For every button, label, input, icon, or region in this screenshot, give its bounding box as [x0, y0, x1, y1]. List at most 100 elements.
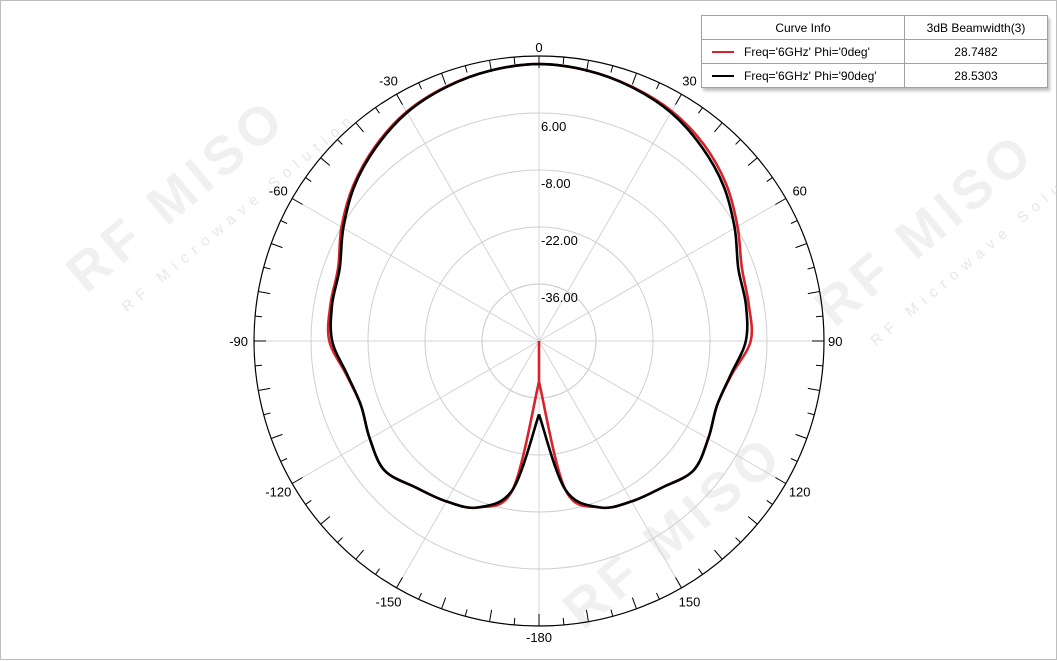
angle-tick: [562, 617, 565, 625]
angle-tick: [513, 617, 516, 625]
grid-spoke: [538, 198, 787, 342]
legend-value: 28.5303: [904, 63, 1048, 88]
angle-tick: [441, 597, 447, 609]
angle-tick: [714, 122, 723, 133]
angle-tick: [766, 500, 773, 505]
angle-tick: [255, 364, 263, 367]
radial-label: -36.00: [541, 290, 578, 305]
angle-tick: [337, 537, 343, 543]
radial-label: -8.00: [541, 176, 571, 191]
grid-spoke: [538, 340, 787, 484]
angle-tick: [698, 568, 703, 575]
legend-label: Freq='6GHz' Phi='0deg': [744, 44, 870, 59]
angle-tick: [775, 477, 787, 484]
angle-tick: [263, 266, 271, 270]
angle-tick: [610, 65, 614, 73]
legend-row[interactable]: Freq='6GHz' Phi='0deg' 28.7482: [701, 39, 1048, 64]
angle-tick: [775, 198, 787, 205]
radial-label: -22.00: [541, 233, 578, 248]
angle-tick: [320, 516, 331, 525]
angle-tick: [355, 549, 364, 560]
angle-tick: [562, 57, 565, 65]
angle-label: 90: [828, 334, 842, 349]
angle-label: -150: [375, 595, 401, 610]
polar-grid: [253, 55, 825, 627]
angle-tick: [610, 609, 614, 617]
angle-tick: [320, 157, 331, 166]
legend-row[interactable]: Freq='6GHz' Phi='90deg' 28.5303: [701, 63, 1048, 88]
angle-tick: [291, 198, 303, 205]
grid-spoke: [396, 93, 540, 342]
legend-header-beamwidth: 3dB Beamwidth(3): [904, 15, 1048, 40]
grid-spoke: [396, 340, 540, 589]
angle-tick: [656, 82, 660, 90]
angle-tick: [656, 592, 660, 600]
angle-tick: [464, 609, 468, 617]
angle-tick: [271, 243, 283, 249]
trace-phi-90: [329, 62, 749, 510]
legend-swatch-red: [712, 51, 734, 54]
legend-label: Freq='6GHz' Phi='90deg': [744, 68, 877, 83]
polar-ticks: [254, 56, 824, 626]
angle-tick: [258, 387, 271, 391]
angle-tick: [396, 93, 403, 105]
angle-label: 30: [682, 73, 696, 88]
angle-tick: [337, 139, 343, 145]
angle-label: -30: [379, 73, 398, 88]
grid-spoke: [291, 198, 540, 342]
angle-label: 150: [679, 595, 701, 610]
angle-tick: [418, 82, 422, 90]
grid-ring: [310, 112, 768, 570]
angle-tick: [698, 107, 703, 114]
angle-tick: [675, 93, 682, 105]
angle-tick: [790, 220, 798, 224]
legend-value: 28.7482: [904, 39, 1048, 64]
grid-spoke: [538, 340, 682, 589]
angle-tick: [631, 73, 637, 85]
radial-label: 6.00: [541, 119, 566, 134]
polar-traces: [326, 62, 754, 510]
angle-tick: [815, 315, 823, 318]
angle-tick: [441, 73, 447, 85]
angle-tick: [271, 433, 283, 439]
angle-tick: [714, 549, 723, 560]
angle-tick: [807, 387, 820, 391]
angle-tick: [464, 65, 468, 73]
angle-tick: [418, 592, 422, 600]
angle-tick: [396, 577, 403, 589]
legend-curve-cell: Freq='6GHz' Phi='0deg': [701, 39, 905, 64]
angle-tick: [631, 597, 637, 609]
angle-tick: [305, 500, 312, 505]
angle-tick: [747, 157, 758, 166]
angle-tick: [375, 107, 380, 114]
angle-tick: [795, 433, 807, 439]
angle-tick: [280, 458, 288, 462]
grid-spoke: [538, 93, 682, 342]
angle-tick: [291, 477, 303, 484]
grid-ring: [367, 169, 711, 513]
angle-tick: [585, 609, 589, 622]
angle-label: -90: [229, 334, 248, 349]
angle-tick: [255, 315, 263, 318]
angle-label: -120: [265, 485, 291, 500]
angle-label: 120: [789, 485, 811, 500]
angle-tick: [258, 291, 271, 295]
angle-tick: [489, 609, 493, 622]
legend-curve-cell: Freq='6GHz' Phi='90deg': [701, 63, 905, 88]
angle-tick: [815, 364, 823, 367]
angle-tick: [795, 243, 807, 249]
angle-label: -180: [526, 630, 552, 645]
angle-label: -60: [269, 184, 288, 199]
angle-tick: [280, 220, 288, 224]
legend-header-curve: Curve Info: [701, 15, 905, 40]
svg-text:RF MISO: RF MISO: [552, 423, 795, 641]
legend-header-row: Curve Info 3dB Beamwidth(3): [701, 15, 1048, 40]
grid-spoke: [291, 340, 540, 484]
angle-tick: [747, 516, 758, 525]
angle-tick: [355, 122, 364, 133]
angle-tick: [263, 412, 271, 416]
angle-tick: [790, 458, 798, 462]
angle-tick: [675, 577, 682, 589]
angle-tick: [807, 412, 815, 416]
